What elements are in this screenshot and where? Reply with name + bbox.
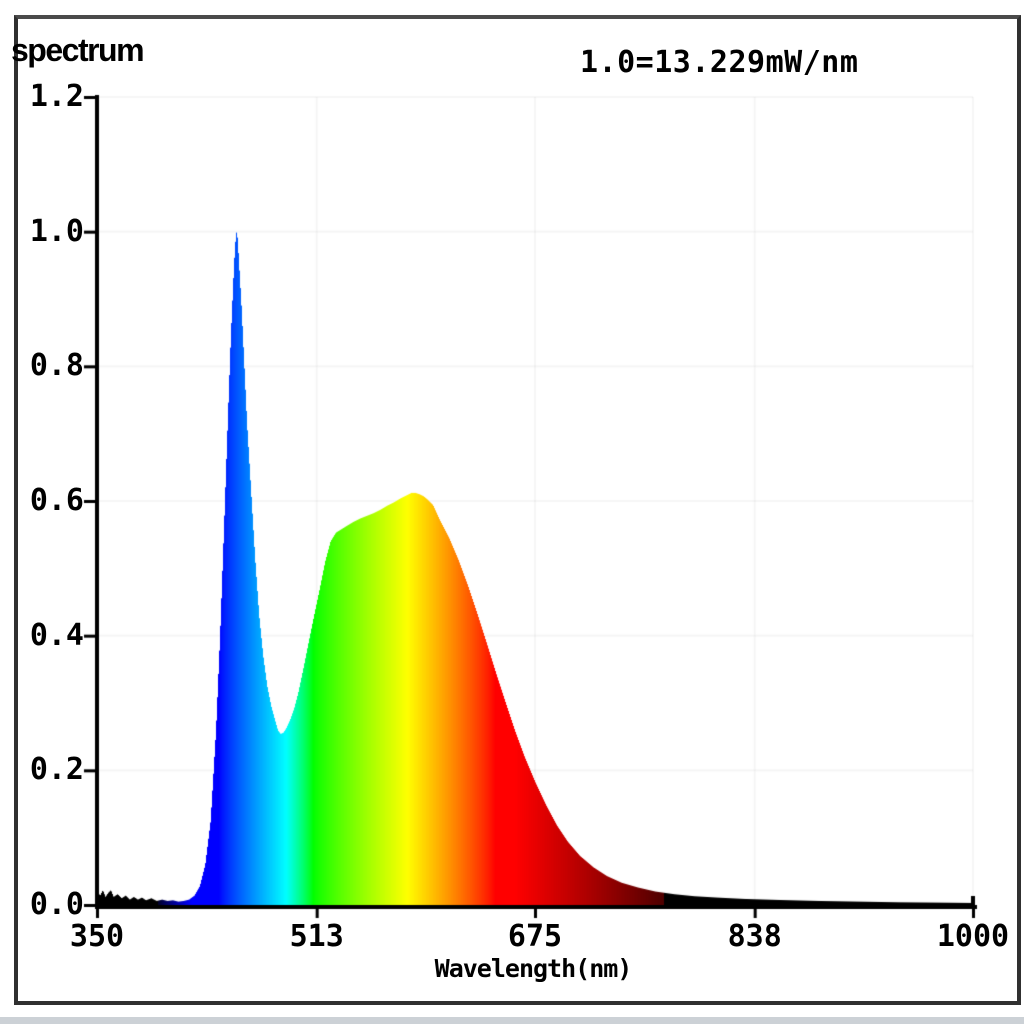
y-tick-label: 0.6 [29,483,84,518]
y-tick-label: 0.8 [29,348,84,384]
y-tick-label: 0.2 [29,752,84,788]
x-tick-label: 838 [727,919,782,954]
x-tick-label: 513 [289,919,344,954]
chart-title: spectrum [11,32,145,68]
y-tick-label: 1.0 [29,213,84,249]
x-tick-label: 350 [69,919,125,954]
y-tick-label: 0.4 [29,617,84,653]
y-tick-label: 1.2 [29,79,84,114]
x-axis-title: Wavelength(nm) [434,954,633,983]
x-tick-label: 1000 [936,919,1010,954]
chart-frame [14,15,1021,1005]
y-tick-label: 0.0 [29,887,84,922]
x-tick-label: 675 [507,919,563,954]
scale-annotation: 1.0=13.229mW/nm [580,45,859,80]
video-letterbox-strip [0,1017,1024,1024]
